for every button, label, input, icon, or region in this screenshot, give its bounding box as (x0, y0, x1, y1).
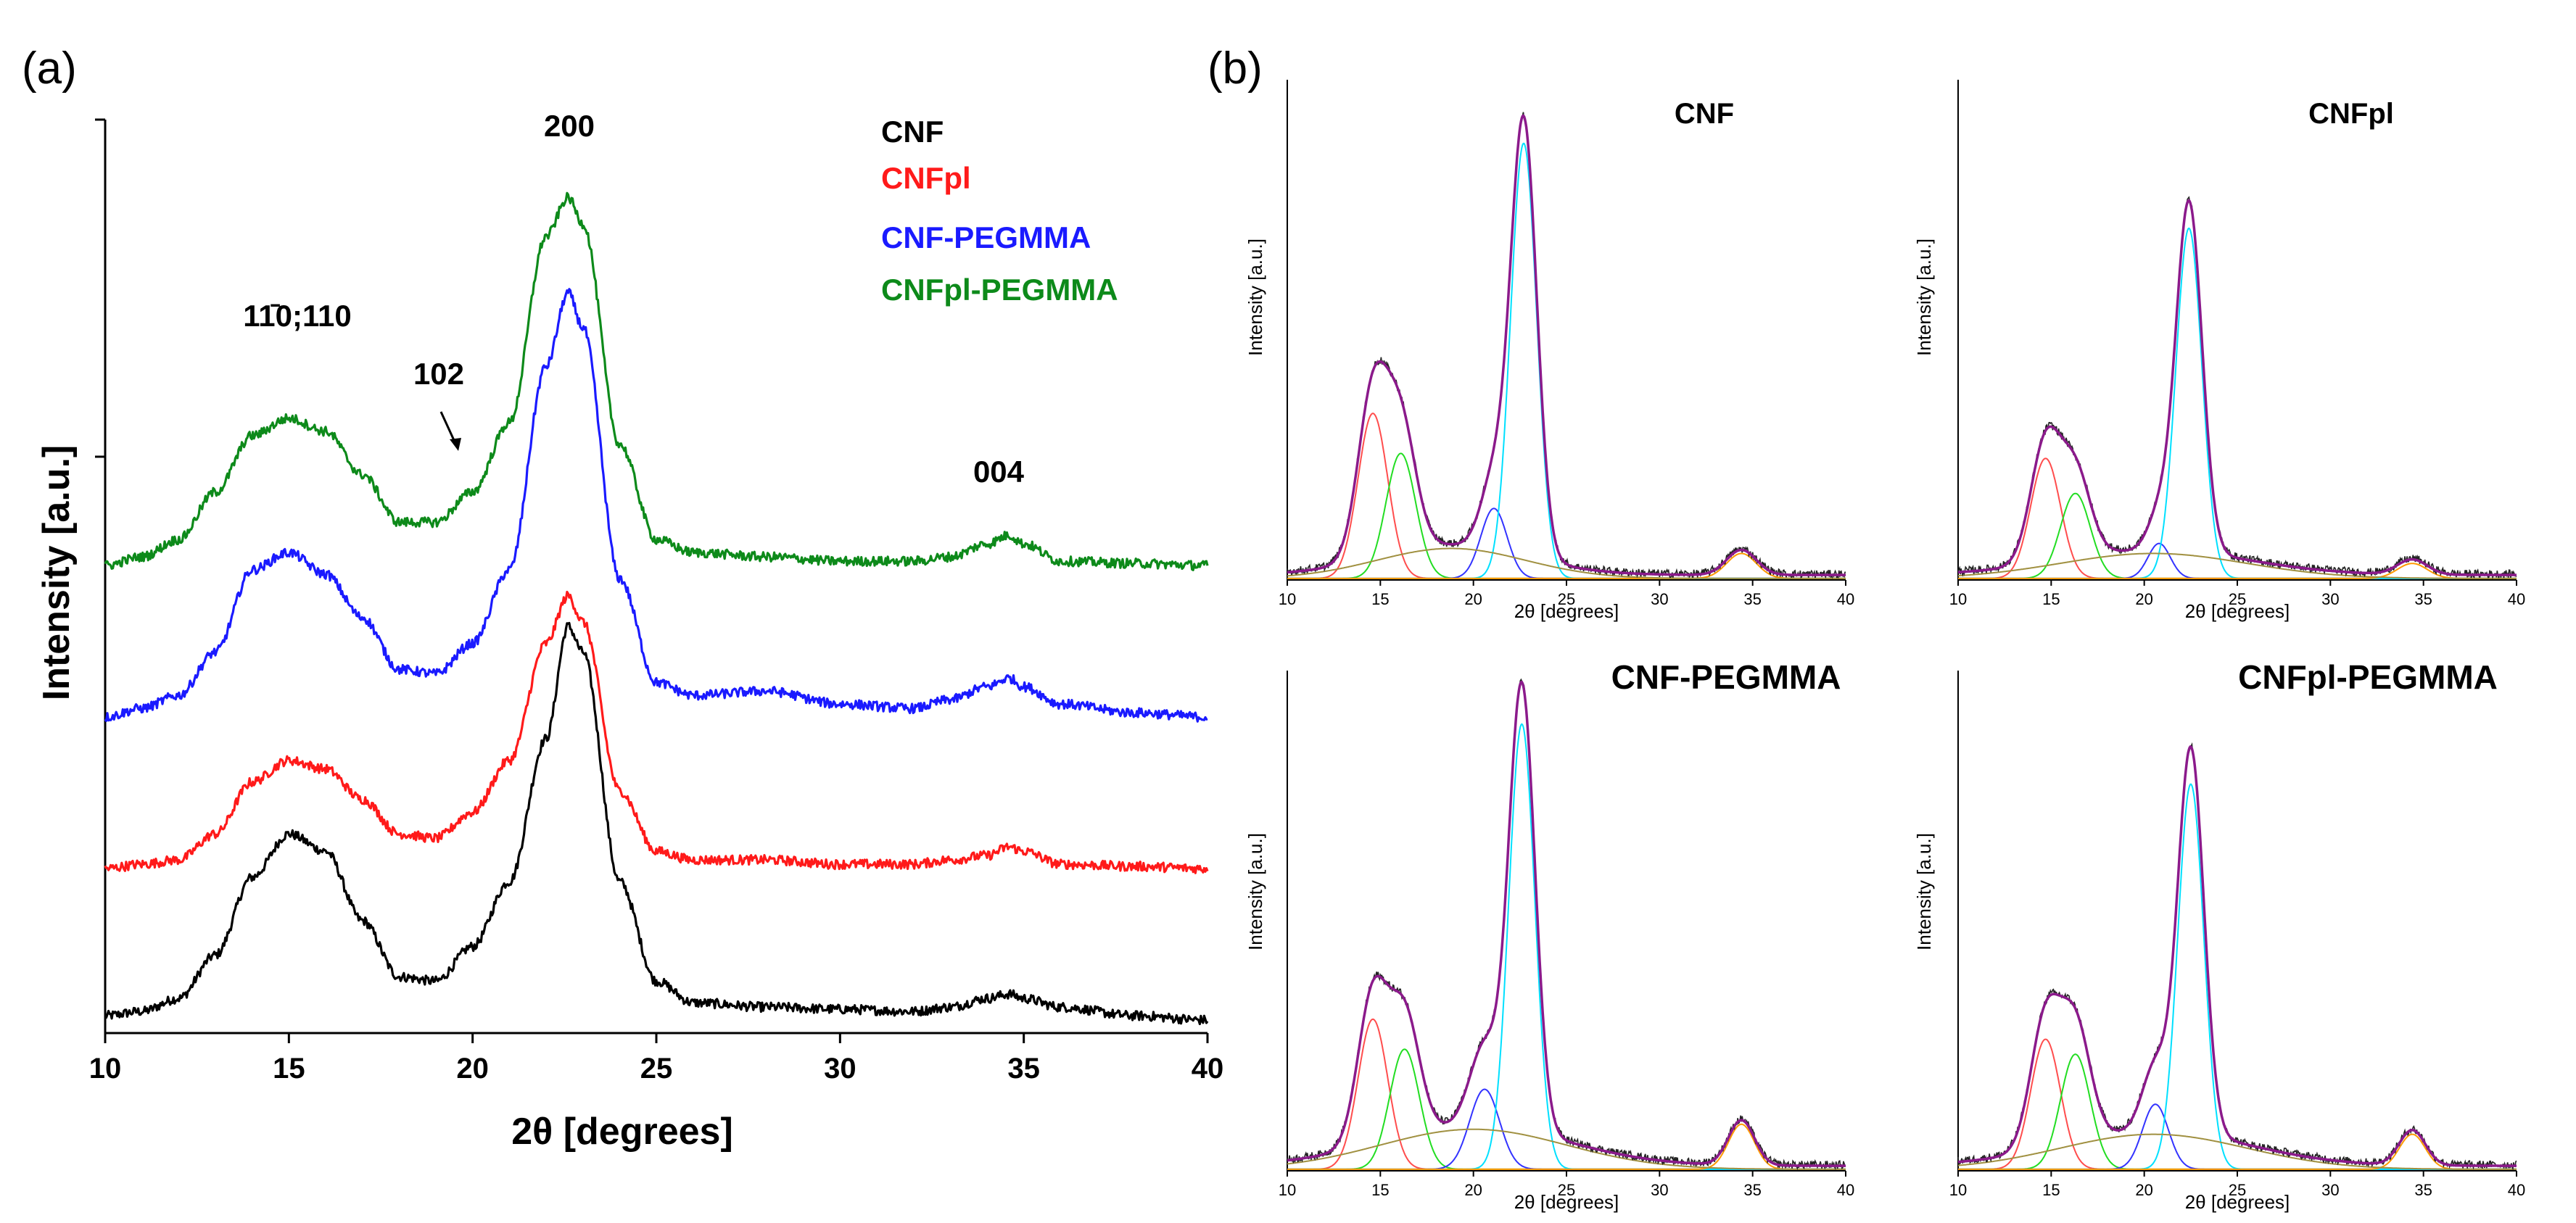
panel-a-x-tick-label: 25 (640, 1053, 673, 1085)
subplot-cnf-x-tick-label: 25 (1558, 590, 1575, 608)
legend-entry-cnfpl-pegmma: CNFpl-PEGMMA (881, 273, 1118, 307)
panel-a-x-tick-label: 10 (89, 1053, 122, 1085)
subplot-cnf-x-tick-label: 15 (1371, 590, 1389, 608)
subplot-cnf-peak-peak_110bar (1287, 412, 1846, 579)
panel-a-x-tick-label: 30 (824, 1053, 856, 1085)
subplot-cnf-pegmma-fit-envelope (1287, 680, 1846, 1167)
annotation-peak-200: 200 (544, 109, 595, 143)
subplot-cnf-pegmma-x-tick-label: 40 (1837, 1181, 1854, 1199)
series-line-cnf (104, 621, 1209, 1026)
panel-a-y-axis-label: Intensity [a.u.] (36, 445, 78, 700)
panel-a-legend: CNF CNFpl CNF-PEGMMA CNFpl-PEGMMA (881, 115, 1118, 307)
subplot-cnfpl-pegmma-raw-data (1957, 742, 2517, 1172)
panel-a-label: (a) (22, 43, 77, 94)
panel-a: (a) 10 15 20 25 30 35 40 2θ [degrees] Intensit… (22, 43, 1223, 1153)
subplot-cnfpl-pegmma-x-tick-label: 35 (2414, 1181, 2432, 1199)
subplot-cnf-peak-amorphous (1287, 547, 1846, 579)
subplot-cnf-y-label: Intensity [a.u.] (1244, 239, 1266, 356)
legend-entry-cnf: CNF (881, 115, 944, 149)
subplot-cnf-pegmma-raw-data (1287, 678, 1846, 1171)
subplot-cnfpl-x-tick-label: 35 (2414, 590, 2432, 608)
annotation-peak-004: 004 (973, 455, 1025, 489)
subplot-cnf-peak-peak_200 (1287, 142, 1846, 579)
subplot-cnf-raw-data (1287, 112, 1846, 579)
subplot-cnfpl-pegmma-x-tick-label: 15 (2042, 1181, 2060, 1199)
subplot-cnfpl-title: CNFpl (2308, 98, 2394, 130)
subplot-cnfpl-peak-amorphous (1958, 552, 2517, 579)
subplot-cnfpl-x-tick-label: 40 (2508, 590, 2525, 608)
subplot-cnfpl-pegmma-peak-peak_110bar (1958, 1038, 2517, 1170)
subplot-cnf-pegmma-y-label: Intensity [a.u.] (1244, 833, 1266, 950)
subplot-cnf-pegmma-peak-amorphous (1287, 1128, 1846, 1170)
subplot-cnf-pegmma-x-label: 2θ [degrees] (1514, 1191, 1619, 1213)
subplot-cnfpl-x-tick-label: 15 (2042, 590, 2060, 608)
legend-entry-cnfpl: CNFpl (881, 161, 971, 195)
subplot-cnfpl-y-label: Intensity [a.u.] (1913, 239, 1935, 356)
subplot-cnf-peak-peak_110 (1287, 452, 1846, 579)
subplot-cnf-pegmma-x-tick-label: 20 (1464, 1181, 1482, 1199)
subplot-cnf-x-tick-label: 20 (1464, 590, 1482, 608)
panel-b-label: (b) (1208, 43, 1263, 94)
subplot-cnf-x-tick-label: 40 (1837, 590, 1854, 608)
series-line-cnfpl-pegmma (104, 191, 1209, 571)
subplot-cnfpl-x-tick-label: 25 (2229, 590, 2246, 608)
subplot-cnf-peak-peak_004 (1287, 552, 1846, 579)
subplot-cnfpl-peak-peak_200 (1958, 227, 2517, 579)
subplot-cnf-pegmma-x-tick-label: 35 (1743, 1181, 1761, 1199)
subplot-cnf-x-tick-label: 10 (1279, 590, 1296, 608)
subplot-cnfpl-pegmma-peak-peak_004 (1958, 1133, 2517, 1170)
subplot-cnfpl-pegmma-x-tick-label: 10 (1949, 1181, 1967, 1199)
subplot-cnfpl-x-tick-label: 20 (2135, 590, 2152, 608)
annotation-peak-110: 11̄0;110 (243, 299, 352, 333)
subplot-cnfpl-pegmma-x-tick-label: 25 (2229, 1181, 2246, 1199)
legend-entry-cnf-pegmma: CNF-PEGMMA (881, 220, 1091, 254)
series-line-cnfpl (104, 590, 1209, 874)
subplot-cnfpl-pegmma-x-tick-label: 40 (2508, 1181, 2525, 1199)
subplot-cnfpl-x-tick-label: 30 (2321, 590, 2339, 608)
subplot-cnf-pegmma-x-tick-label: 25 (1558, 1181, 1575, 1199)
subplot-cnfpl-pegmma: CNFpl-PEGMMA 2θ [degrees] Intensity [a.u… (1913, 658, 2525, 1213)
subplot-cnf: CNF 2θ [degrees] Intensity [a.u.] 10 15 20… (1244, 80, 1854, 622)
subplot-cnfpl-x-tick-label: 10 (1949, 590, 1967, 608)
panel-a-curves (104, 191, 1209, 1026)
panel-a-axes (95, 118, 1208, 1035)
subplot-cnf-pegmma-peak-peak_200 (1287, 723, 1846, 1170)
subplot-cnf-title: CNF (1675, 98, 1734, 130)
subplot-cnf-pegmma: CNF-PEGMMA 2θ [degrees] Intensity [a.u.]… (1244, 658, 1854, 1213)
subplot-cnfpl-raw-data (1957, 196, 2517, 580)
subplot-cnfpl-pegmma-y-label: Intensity [a.u.] (1913, 833, 1935, 950)
subplot-cnf-pegmma-x-tick-label: 10 (1279, 1181, 1296, 1199)
panel-a-x-tick-label: 20 (456, 1053, 489, 1085)
subplot-cnfpl-pegmma-fit-envelope (1957, 745, 2517, 1167)
subplot-cnf-x-tick-label: 35 (1743, 590, 1761, 608)
subplot-cnf-pegmma-x-tick-label: 15 (1371, 1181, 1389, 1199)
panel-a-x-ticks: 10 15 20 25 30 35 40 (89, 1033, 1224, 1085)
subplot-cnf-x-tick-label: 30 (1651, 590, 1668, 608)
series-line-cnf-pegmma (104, 288, 1208, 723)
annotation-arrowhead-102 (450, 438, 461, 451)
panel-a-x-axis-label: 2θ [degrees] (511, 1111, 733, 1153)
subplot-cnf-x-label: 2θ [degrees] (1514, 600, 1619, 622)
subplot-cnfpl-peak-peak_004 (1958, 563, 2517, 579)
subplot-cnfpl-pegmma-x-label: 2θ [degrees] (2185, 1191, 2290, 1213)
subplot-cnfpl-x-label: 2θ [degrees] (2185, 600, 2290, 622)
panel-a-x-tick-label: 40 (1192, 1053, 1224, 1085)
subplot-cnfpl-pegmma-peak-peak_200 (1958, 783, 2517, 1170)
subplot-cnfpl-fit-envelope (1957, 199, 2517, 576)
subplot-cnf-pegmma-title: CNF-PEGMMA (1611, 658, 1841, 696)
panel-a-x-tick-label: 35 (1007, 1053, 1040, 1085)
subplot-cnfpl-pegmma-title: CNFpl-PEGMMA (2238, 658, 2498, 696)
panel-a-x-tick-label: 15 (273, 1053, 305, 1085)
annotation-peak-102: 102 (413, 357, 464, 391)
subplot-cnfpl: CNFpl 2θ [degrees] Intensity [a.u.] 10 15… (1913, 80, 2525, 622)
subplot-cnf-fit-envelope (1287, 114, 1846, 576)
subplot-cnfpl-pegmma-x-tick-label: 20 (2135, 1181, 2152, 1199)
subplot-cnfpl-pegmma-peak-amorphous (1957, 1133, 2517, 1170)
subplot-cnfpl-pegmma-x-tick-label: 30 (2321, 1181, 2339, 1199)
subplot-cnf-pegmma-x-tick-label: 30 (1651, 1181, 1668, 1199)
subplot-cnf-pegmma-peak-peak_004 (1287, 1123, 1846, 1170)
